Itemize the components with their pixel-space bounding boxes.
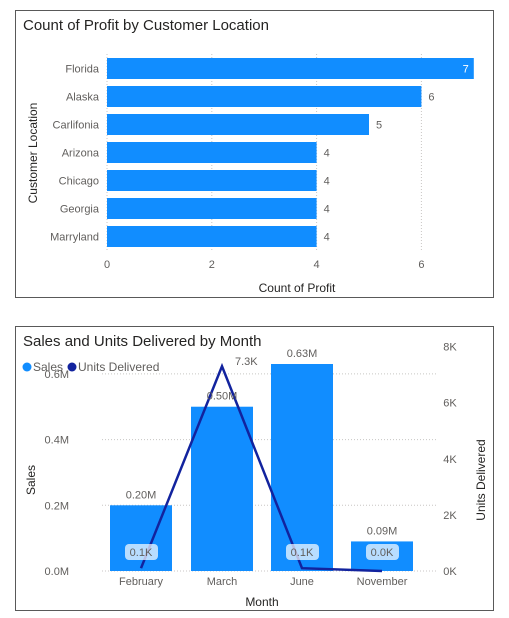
sales-units-by-month-chart: Sales and Units Delivered by Month Sales… — [15, 326, 494, 611]
y-axis-title: Customer Location — [26, 103, 40, 204]
chart-title: Sales and Units Delivered by Month — [23, 333, 262, 350]
bar — [107, 198, 317, 219]
y-tick-label: 0.0M — [45, 566, 69, 578]
bar — [191, 406, 253, 571]
category-label: Marryland — [50, 232, 99, 244]
y2-tick-label: 4K — [443, 454, 457, 466]
legend: Sales Units Delivered — [22, 360, 159, 374]
x-tick-label: 6 — [418, 259, 424, 271]
data-label: 6 — [428, 92, 434, 104]
y-tick-label: 0.4M — [45, 435, 69, 447]
x-axis-title: Month — [245, 595, 278, 609]
legend-marker — [22, 362, 32, 372]
line-data-label: 0.1K — [130, 547, 153, 559]
line-data-label: 7.3K — [235, 356, 258, 368]
y2-axis-title: Units Delivered — [474, 439, 488, 520]
x-tick-label: February — [119, 576, 164, 588]
y2-tick-label: 0K — [443, 566, 457, 578]
category-label: Florida — [65, 64, 100, 76]
bar — [107, 58, 474, 79]
category-label: Chicago — [59, 176, 99, 188]
line-label-background — [125, 544, 158, 560]
data-label: 0.50M — [207, 391, 238, 403]
bar — [107, 142, 317, 163]
profit-by-location-chart: Count of Profit by Customer Location Flo… — [15, 10, 494, 298]
category-label: Alaska — [66, 92, 100, 104]
x-tick-label: 0 — [104, 259, 110, 271]
y-tick-label: 0.6M — [45, 369, 69, 381]
units-line — [139, 362, 383, 573]
category-label: Carlifonia — [53, 120, 100, 132]
y2-tick-label: 6K — [443, 398, 457, 410]
bar — [107, 114, 369, 135]
data-label: 0.63M — [287, 348, 318, 360]
y2-tick-label: 2K — [443, 510, 457, 522]
y-axis-title: Sales — [24, 465, 38, 495]
category-label: Arizona — [62, 148, 100, 160]
bar — [107, 170, 317, 191]
y2-tick-label: 8K — [443, 342, 457, 354]
x-tick-label: March — [207, 576, 238, 588]
legend-label: Units Delivered — [78, 360, 159, 374]
chart-title: Count of Profit by Customer Location — [23, 17, 269, 34]
y-tick-label: 0.2M — [45, 500, 69, 512]
sales-combo-chart-svg: Sales Units Delivered 0.20M 0.50M 0.63M 0.09… — [22, 342, 488, 609]
data-label: 5 — [376, 120, 382, 132]
line-data-label: 0.1K — [291, 547, 314, 559]
line-label-background — [286, 544, 319, 560]
line-label-background — [366, 544, 399, 560]
data-label: 7 — [463, 64, 469, 76]
data-label: 4 — [324, 232, 330, 244]
x-tick-label: November — [357, 576, 408, 588]
x-tick-label: 2 — [209, 259, 215, 271]
line-data-label: 0.0K — [371, 547, 394, 559]
legend-label: Sales — [33, 360, 63, 374]
profit-bar-chart-svg: Florida Alaska Carlifonia Arizona Chicago Geo… — [26, 54, 474, 295]
data-label: 4 — [324, 176, 330, 188]
data-label: 0.09M — [367, 525, 398, 537]
bar — [107, 86, 422, 107]
bar — [107, 226, 317, 247]
bar — [271, 364, 333, 571]
x-axis-title: Count of Profit — [259, 281, 336, 295]
category-label: Georgia — [60, 204, 100, 216]
x-tick-label: 4 — [314, 259, 320, 271]
x-tick-label: June — [290, 576, 314, 588]
data-label: 0.20M — [126, 489, 157, 501]
data-label: 4 — [324, 148, 330, 160]
data-label: 4 — [324, 204, 330, 216]
legend-marker — [67, 362, 77, 372]
